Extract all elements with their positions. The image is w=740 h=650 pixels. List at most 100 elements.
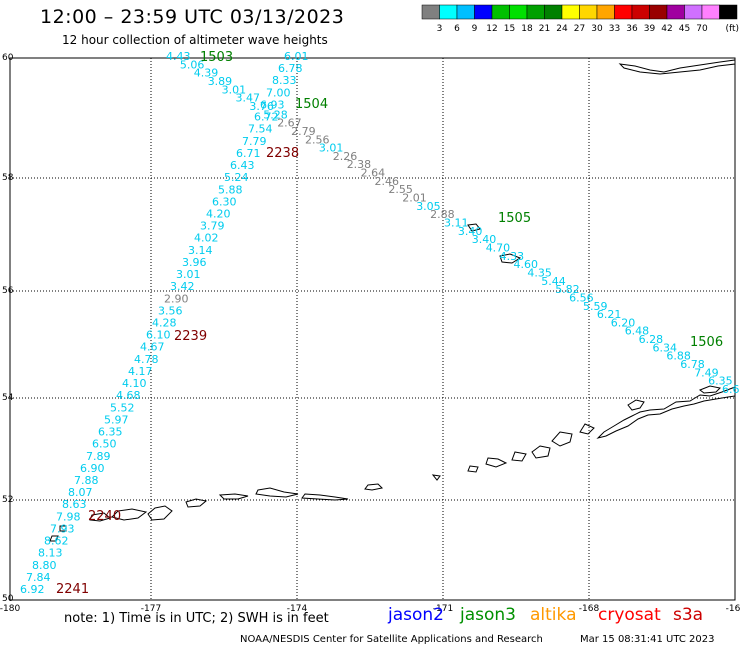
swh-value: 6.88 [666, 350, 691, 363]
legend-tick-label: 27 [574, 24, 585, 34]
swh-value: 8.80 [32, 559, 57, 572]
legend-swatch [596, 4, 615, 20]
swh-value: 3.56 [158, 304, 183, 317]
legend-s3a: s3a [673, 605, 704, 625]
lon-tick-label: -171 [433, 604, 453, 614]
swh-value: 2.46 [375, 175, 400, 188]
legend-tick-label: 45 [679, 24, 690, 34]
legend-tick-label: 70 [696, 24, 708, 34]
swh-value: 6.34 [653, 341, 678, 354]
swh-value: 4.70 [486, 241, 511, 254]
swh-value: 3.14 [188, 244, 213, 257]
axis-labels: -180 -177 -174 -171 -168 -16 60 58 56 54 52 50 [0, 53, 740, 614]
legend-swatch [666, 4, 685, 20]
swh-value: 4.10 [122, 377, 147, 390]
lon-tick-label: -174 [287, 604, 308, 614]
legend-tick-label: 39 [644, 24, 656, 34]
lat-tick-label: 56 [2, 286, 14, 296]
swh-value: 5.44 [541, 275, 566, 288]
swh-value: 7.54 [248, 123, 273, 136]
lat-lon-grid [10, 58, 735, 600]
legend-swatch [474, 4, 493, 20]
pass-time-label: 2241 [56, 582, 89, 597]
swh-value: 6.78 [278, 62, 303, 75]
legend-tick-label: 21 [539, 24, 550, 34]
swh-value: 4.60 [514, 258, 539, 271]
swh-value: 7.79 [242, 135, 267, 148]
swh-value: 6.35 [98, 426, 123, 439]
legend-tick-label: 36 [626, 24, 638, 34]
swh-value: 5.59 [583, 300, 608, 313]
legend-tick-label: 9 [472, 24, 478, 34]
swh-value: 4.02 [194, 232, 219, 245]
swh-value: 6.50 [92, 438, 117, 451]
swh-value: 4.39 [194, 67, 219, 80]
swh-value: 2.55 [388, 183, 413, 196]
lat-tick-label: 50 [2, 594, 14, 604]
lon-tick-label: -177 [141, 604, 161, 614]
swh-value: 4.33 [500, 250, 524, 263]
swh-value: 5.28 [263, 108, 288, 121]
legend-jason3: jason3 [460, 605, 516, 625]
swh-value: 7.88 [74, 474, 99, 487]
lon-tick-label: -16 [726, 604, 740, 614]
legend-swatch [526, 4, 545, 20]
legend-tick-label: 3 [437, 24, 443, 34]
color-legend: 3 6 9 12 15 18 21 24 27 30 33 36 39 42 45 70 (ft) [421, 4, 739, 34]
swh-value: 4.28 [152, 317, 177, 330]
swh-value: 3.01 [176, 268, 201, 281]
pass-time-label: 1504 [295, 97, 328, 112]
swh-value: 6.68 [722, 383, 740, 396]
swh-value: 4.43 [166, 50, 191, 63]
legend-swatch [509, 4, 528, 20]
lon-tick-label: -180 [0, 604, 20, 614]
swh-value: 2.90 [164, 292, 189, 305]
swh-value: 8.63 [62, 498, 87, 511]
swh-value: 5.82 [555, 283, 580, 296]
legend-swatch [561, 4, 580, 20]
legend-swatch [719, 4, 738, 20]
swh-value: 6.28 [639, 333, 664, 346]
lat-tick-label: 54 [2, 393, 14, 403]
footer-note: note: 1) Time is in UTC; 2) SWH is in fe… [64, 611, 329, 626]
swh-value: 2.64 [361, 167, 386, 180]
pass-time-label: 2239 [174, 329, 207, 344]
swh-value: 5.06 [180, 58, 205, 71]
swh-value: 6.21 [597, 308, 622, 321]
swh-value: 3.01 [222, 83, 247, 96]
pass-time-labels: 1503 1504 1505 1506 2238 2239 2240 2241 [56, 50, 723, 597]
swh-value: 3.40 [472, 233, 497, 246]
swh-value: 2.26 [333, 150, 358, 163]
lat-tick-label: 58 [2, 173, 14, 183]
swh-value: 6.48 [625, 325, 650, 338]
legend-altika: altika [530, 605, 577, 625]
legend-swatch [649, 4, 668, 20]
swh-value: 7.89 [86, 450, 111, 463]
legend-cryosat: cryosat [598, 605, 661, 625]
swh-value: 5.52 [110, 401, 135, 414]
swh-value: 4.68 [116, 389, 141, 402]
swh-value: 5.24 [224, 171, 249, 184]
legend-tick-label: 24 [556, 24, 568, 34]
swh-value: 6.90 [80, 462, 105, 475]
swh-value: 3.89 [208, 75, 233, 88]
swh-value: 7.49 [694, 366, 719, 379]
swh-value: 7.84 [26, 571, 51, 584]
swh-value: 3.40 [458, 225, 483, 238]
swh-value: 6.20 [611, 316, 636, 329]
swh-value: 2.38 [347, 158, 372, 171]
swh-value: 2.88 [430, 208, 455, 221]
legend-jason2: jason2 [388, 605, 444, 625]
legend-swatch [456, 4, 475, 20]
swh-value: 3.05 [416, 200, 441, 213]
swh-value: 6.01 [284, 50, 309, 63]
pass-time-label: 1505 [498, 211, 531, 226]
swh-value: 4.20 [206, 207, 231, 220]
pass-time-label: 1503 [200, 50, 233, 65]
swh-value: 2.79 [291, 125, 316, 138]
pass-time-label: 2238 [266, 146, 299, 161]
swh-value: 4.35 [527, 266, 552, 279]
legend-swatch [701, 4, 720, 20]
swh-value: 7.00 [266, 86, 291, 99]
swh-value: 6.10 [146, 329, 171, 342]
